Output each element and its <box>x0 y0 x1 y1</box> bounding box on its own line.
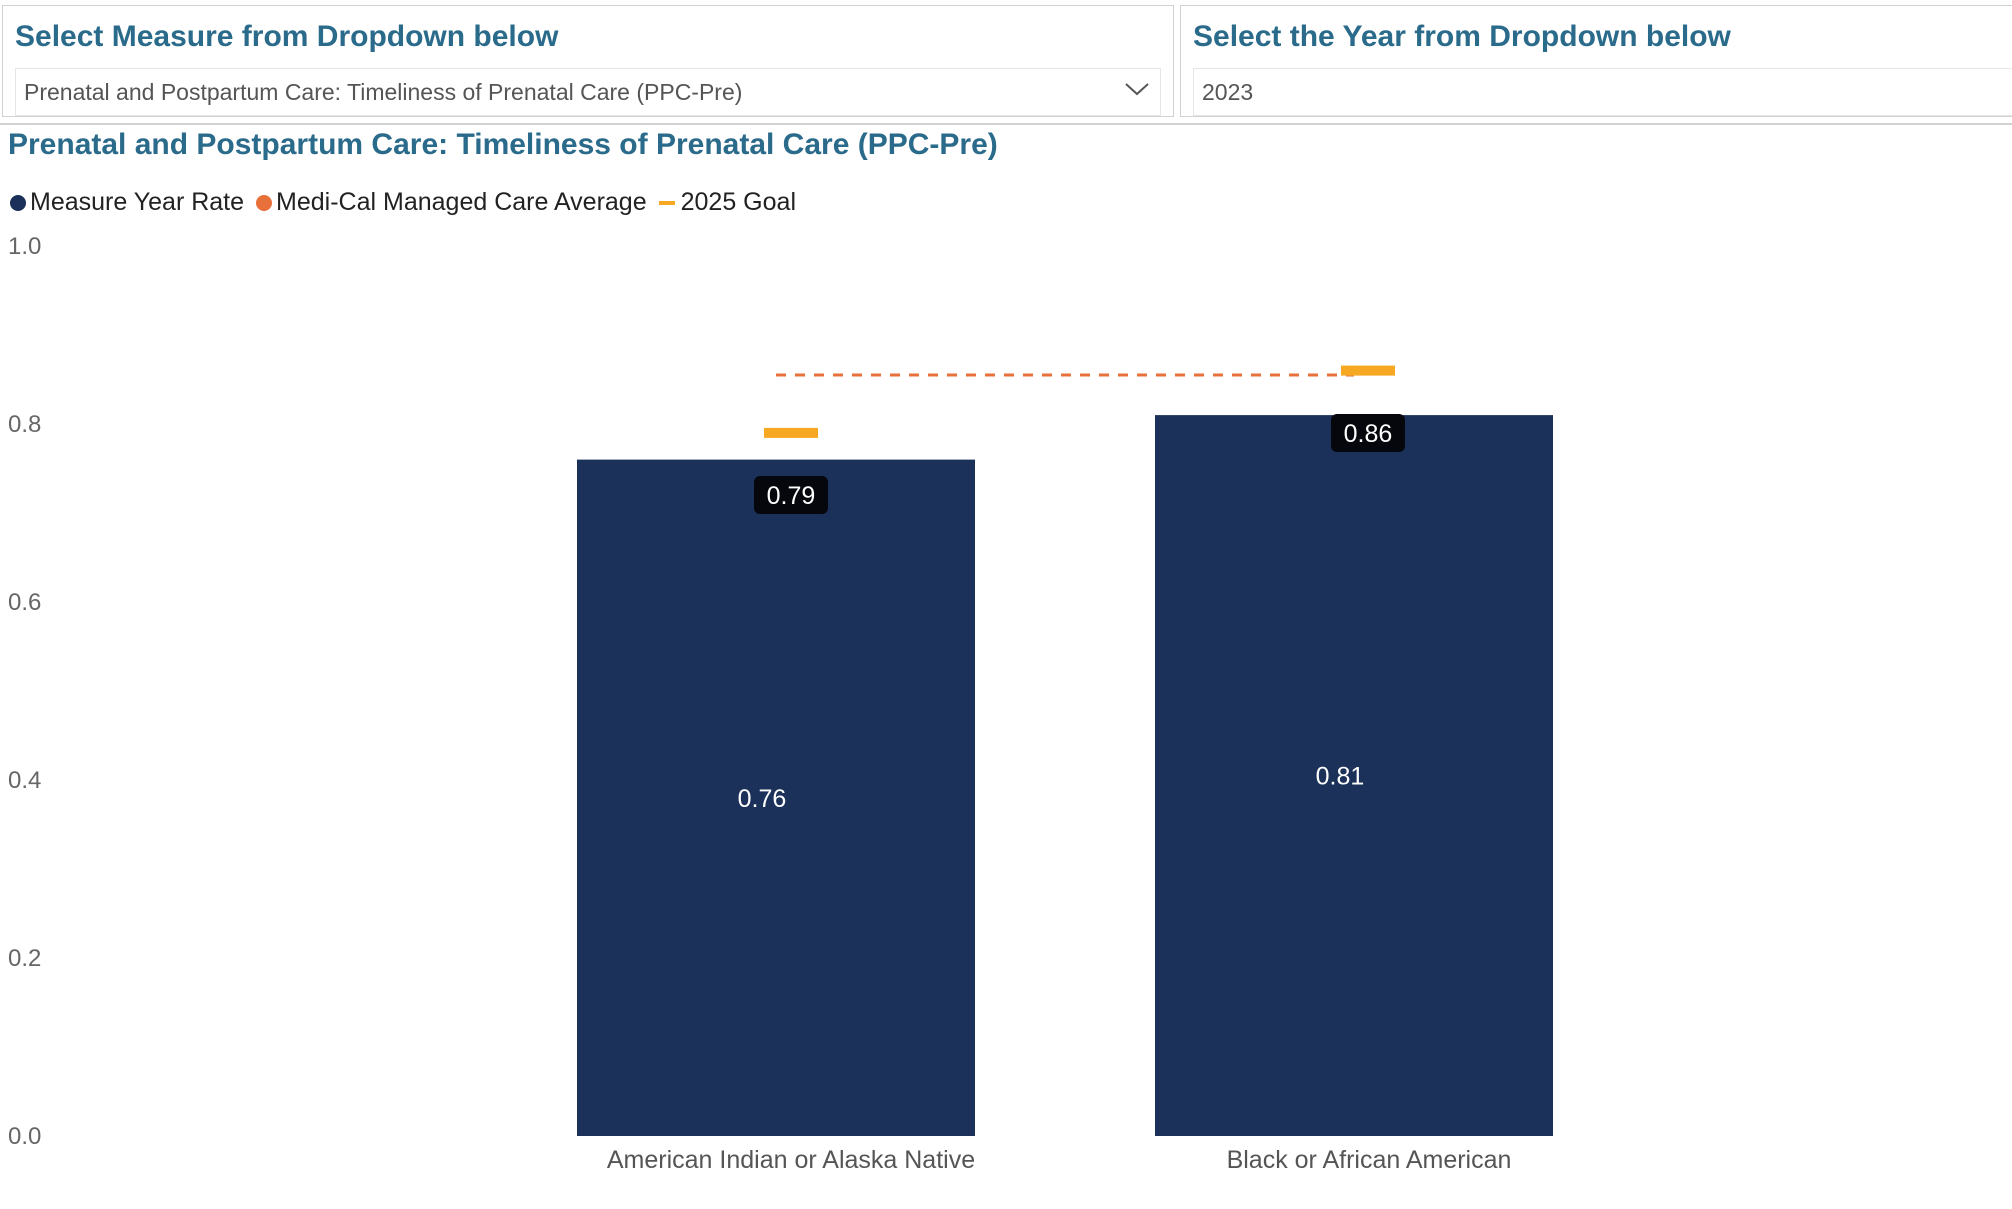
bar[interactable] <box>577 459 975 1137</box>
year-dropdown-value: 2023 <box>1202 79 1254 105</box>
y-tick-label: 0.2 <box>8 945 41 972</box>
goal-label-bg <box>754 476 828 514</box>
legend-label: Measure Year Rate <box>30 188 245 216</box>
x-category-label: Black or African American <box>1227 1146 1512 1174</box>
measure-dropdown-value: Prenatal and Postpartum Care: Timeliness… <box>24 79 743 105</box>
bar[interactable] <box>1155 415 1553 1137</box>
chevron-down-icon[interactable] <box>1124 79 1150 99</box>
measure-slicer: Select Measure from Dropdown below Prena… <box>2 5 1174 117</box>
legend-dash-icon <box>658 200 675 205</box>
legend-item-average[interactable]: Medi-Cal Managed Care Average <box>256 188 647 217</box>
goal-value-label: 0.86 <box>1344 420 1393 448</box>
measure-dropdown[interactable]: Prenatal and Postpartum Care: Timeliness… <box>15 68 1161 116</box>
legend-label: Medi-Cal Managed Care Average <box>276 188 647 216</box>
divider <box>0 123 2012 125</box>
goal-marker <box>764 427 818 438</box>
year-dropdown[interactable]: 2023 <box>1193 68 2012 116</box>
legend-dot-icon <box>10 194 26 211</box>
goal-label-bg <box>1331 414 1405 452</box>
year-slicer: Select the Year from Dropdown below 2023 <box>1180 5 2012 117</box>
y-tick-label: 0.6 <box>8 589 41 616</box>
goal-marker <box>1341 365 1395 376</box>
x-category-label: American Indian or Alaska Native <box>607 1146 975 1174</box>
legend-item-goal[interactable]: 2025 Goal <box>658 188 796 217</box>
y-tick-label: 0.4 <box>8 767 41 794</box>
goal-value-label: 0.79 <box>767 482 816 510</box>
legend-label: 2025 Goal <box>680 188 796 216</box>
y-tick-label: 1.0 <box>8 233 41 260</box>
bar-value-label: 0.76 <box>738 785 787 813</box>
measure-slicer-title: Select Measure from Dropdown below <box>15 20 559 53</box>
chart-legend: Measure Year Rate Medi-Cal Managed Care … <box>10 188 808 217</box>
year-slicer-title: Select the Year from Dropdown below <box>1193 20 1731 53</box>
y-tick-label: 0.0 <box>8 1123 41 1150</box>
legend-item-measure-year-rate[interactable]: Measure Year Rate <box>10 188 244 217</box>
chart-title: Prenatal and Postpartum Care: Timeliness… <box>8 128 998 161</box>
legend-dot-icon <box>256 194 273 211</box>
y-tick-label: 0.8 <box>8 411 41 438</box>
bar-value-label: 0.81 <box>1316 763 1365 791</box>
